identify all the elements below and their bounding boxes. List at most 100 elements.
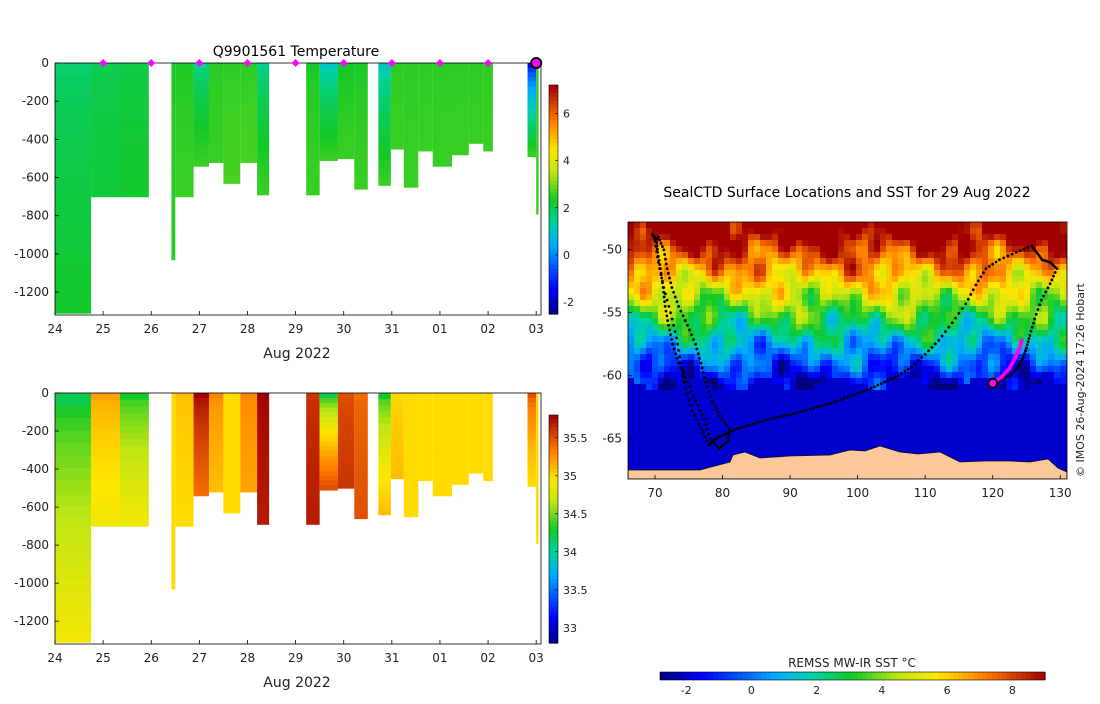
sst-cell <box>688 312 695 319</box>
sst-cell <box>940 336 947 343</box>
colorbar-segment <box>549 302 558 307</box>
sst-cell <box>904 336 911 343</box>
sst-cell <box>694 426 701 433</box>
profile-cell <box>306 76 320 84</box>
profile-cell <box>171 471 176 482</box>
sst-cell <box>874 312 881 319</box>
sst-cell <box>640 384 647 391</box>
profile-cell <box>91 452 120 461</box>
sst-cell <box>892 294 899 301</box>
profile-cell <box>354 499 368 507</box>
sst-cell <box>868 294 875 301</box>
track-point <box>832 400 836 404</box>
sst-cell <box>892 444 899 451</box>
sst-cell <box>1030 276 1037 283</box>
track-point <box>707 390 711 393</box>
sst-cell <box>910 384 917 391</box>
sst-cell <box>976 438 983 445</box>
sst-cell <box>862 342 869 349</box>
sst-cell <box>628 282 635 289</box>
sst-cell <box>640 336 647 343</box>
sst-cell <box>766 438 773 445</box>
sst-cell <box>664 234 671 241</box>
sst-cell <box>952 330 959 337</box>
profile-cell <box>208 77 224 84</box>
sst-cell <box>754 264 761 271</box>
sst-cell <box>784 294 791 301</box>
track-point <box>890 377 893 381</box>
profile-cell <box>354 405 368 413</box>
sst-cell <box>676 306 683 313</box>
sst-cell <box>730 420 737 427</box>
profile-cell <box>418 128 433 134</box>
sst-cell <box>694 246 701 253</box>
sst-cell <box>892 354 899 361</box>
colorbar-segment <box>549 283 558 288</box>
sst-cell <box>1024 252 1031 259</box>
sst-cell <box>916 342 923 349</box>
profile-cell <box>223 440 241 448</box>
sst-cell <box>634 426 641 433</box>
sst-cell <box>904 252 911 259</box>
profile-cell <box>240 147 258 153</box>
sst-cell <box>724 354 731 361</box>
track-point <box>727 433 731 437</box>
track-point <box>987 265 991 268</box>
sst-cell <box>808 312 815 319</box>
colorbar-segment <box>549 157 558 162</box>
salinity-x-axis: 24 25 26 27 28 29 30 31 01 02 03 <box>47 640 544 665</box>
sst-cell <box>766 342 773 349</box>
sst-cell <box>694 324 701 331</box>
sst-cell <box>922 396 929 403</box>
profile-cell <box>337 393 355 399</box>
sst-cell <box>706 312 713 319</box>
profile-cell <box>527 105 537 111</box>
sst-cell <box>946 330 953 337</box>
sst-cell <box>964 408 971 415</box>
sst-cell <box>700 444 707 451</box>
sst-cell <box>646 402 653 409</box>
sst-cell <box>700 432 707 439</box>
sst-cell <box>706 264 713 271</box>
profile-cell <box>451 136 469 142</box>
sst-cell <box>964 324 971 331</box>
sst-cell <box>970 318 977 325</box>
sst-cell <box>706 384 713 391</box>
sst-cell <box>958 330 965 337</box>
track-point <box>976 279 980 283</box>
sst-cell <box>1054 246 1061 253</box>
sst-cell <box>760 306 767 313</box>
sst-cell <box>730 222 737 229</box>
surfacing-marker <box>99 59 108 67</box>
profile-cell <box>403 63 419 70</box>
sst-cell <box>1066 264 1067 271</box>
track-point <box>802 409 805 413</box>
sst-cell <box>694 342 701 349</box>
sst-cell <box>910 396 917 403</box>
sst-cell <box>826 240 833 247</box>
sst-cell <box>832 288 839 295</box>
y-tick-label: -800 <box>22 209 49 223</box>
profile-cell <box>527 81 537 87</box>
sst-cell <box>856 444 863 451</box>
profile-cell <box>403 94 419 101</box>
sst-cell <box>634 258 641 265</box>
sst-cell <box>796 414 803 421</box>
track-point <box>1010 372 1013 376</box>
colorbar-tick-label: 35 <box>563 470 577 483</box>
sst-cell <box>832 336 839 343</box>
sst-cell <box>1048 336 1055 343</box>
sst-cell <box>646 264 653 271</box>
sst-cell <box>958 414 965 421</box>
sst-cell <box>886 360 893 367</box>
sst-cell <box>700 294 707 301</box>
sst-cell <box>658 360 665 367</box>
sst-cell <box>952 234 959 241</box>
sst-cell <box>808 306 815 313</box>
sst-cell <box>736 228 743 235</box>
sst-cell <box>1006 396 1013 403</box>
sst-cell <box>892 420 899 427</box>
sst-cell <box>1042 354 1049 361</box>
sst-cell <box>928 222 935 229</box>
sst-cell <box>1012 438 1019 445</box>
